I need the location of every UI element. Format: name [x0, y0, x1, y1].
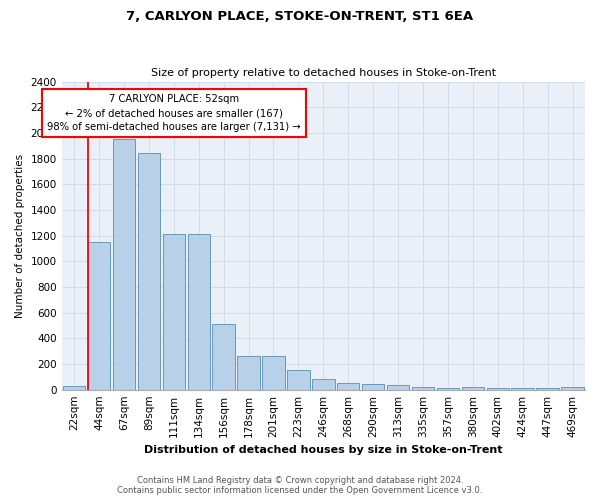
Text: Contains HM Land Registry data © Crown copyright and database right 2024.
Contai: Contains HM Land Registry data © Crown c…: [118, 476, 482, 495]
Bar: [387, 384, 409, 390]
Bar: [287, 370, 310, 390]
Text: 7 CARLYON PLACE: 52sqm
← 2% of detached houses are smaller (167)
98% of semi-det: 7 CARLYON PLACE: 52sqm ← 2% of detached …: [47, 94, 301, 132]
Bar: [362, 384, 385, 390]
Bar: [88, 242, 110, 390]
Bar: [412, 387, 434, 390]
Title: Size of property relative to detached houses in Stoke-on-Trent: Size of property relative to detached ho…: [151, 68, 496, 78]
Bar: [461, 387, 484, 390]
Bar: [562, 387, 584, 390]
Bar: [212, 324, 235, 390]
Bar: [63, 386, 85, 390]
X-axis label: Distribution of detached houses by size in Stoke-on-Trent: Distribution of detached houses by size …: [144, 445, 503, 455]
Bar: [188, 234, 210, 390]
Bar: [312, 380, 335, 390]
Bar: [487, 388, 509, 390]
Text: 7, CARLYON PLACE, STOKE-ON-TRENT, ST1 6EA: 7, CARLYON PLACE, STOKE-ON-TRENT, ST1 6E…: [127, 10, 473, 23]
Bar: [536, 388, 559, 390]
Bar: [337, 384, 359, 390]
Bar: [238, 356, 260, 390]
Bar: [113, 140, 135, 390]
Bar: [137, 154, 160, 390]
Y-axis label: Number of detached properties: Number of detached properties: [15, 154, 25, 318]
Bar: [262, 356, 285, 390]
Bar: [163, 234, 185, 390]
Bar: [511, 388, 534, 390]
Bar: [437, 388, 459, 390]
